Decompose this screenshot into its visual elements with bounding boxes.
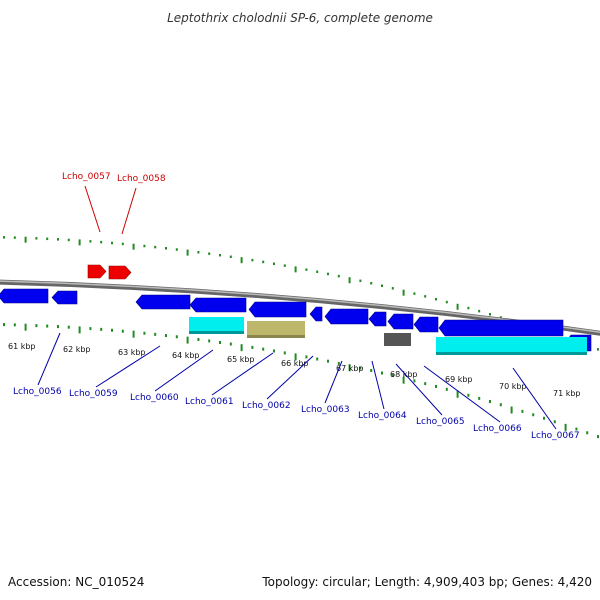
reverse-gene-arrow xyxy=(189,297,247,313)
scale-label: 71 kbp xyxy=(553,389,581,398)
callout-line xyxy=(37,332,61,386)
cyan-feature xyxy=(436,337,587,352)
gene-label: Lcho_0057 xyxy=(62,172,111,182)
gene-label: Lcho_0060 xyxy=(130,393,179,403)
gene-label: Lcho_0065 xyxy=(416,417,465,427)
gene-callouts: Lcho_0057 Lcho_0058 Lcho_0056 Lcho_0059 Lcho… xyxy=(13,172,580,441)
map-title: Leptothrix cholodnii SP-6, complete geno… xyxy=(167,11,433,25)
callout-line xyxy=(371,360,385,410)
callout-line xyxy=(84,185,101,233)
scale-label: 62 kbp xyxy=(63,345,91,354)
accession-text: Accession: NC_010524 xyxy=(8,575,144,589)
gene-label: Lcho_0056 xyxy=(13,387,62,397)
gene-label: Lcho_0066 xyxy=(473,424,522,434)
genome-summary-text: Topology: circular; Length: 4,909,403 bp… xyxy=(261,575,592,589)
scale-label: 63 kbp xyxy=(118,348,146,357)
gene-label: Lcho_0059 xyxy=(69,389,118,399)
reverse-gene-arrow xyxy=(135,294,191,310)
scale-label: 66 kbp xyxy=(281,359,309,368)
forward-gene-arrow xyxy=(108,265,132,280)
cyan-feature xyxy=(189,317,244,331)
callout-line xyxy=(324,360,343,404)
khaki-feature-shadow xyxy=(247,335,305,338)
scale-label-track: 61 kbp 62 kbp 63 kbp 64 kbp 65 kbp 66 kbp 67 k… xyxy=(8,342,581,398)
gene-label: Lcho_0058 xyxy=(117,174,166,184)
reverse-gene-arrow xyxy=(413,316,439,333)
scale-label: 64 kbp xyxy=(172,351,200,360)
reverse-gene-arrow xyxy=(368,311,387,327)
callout-line xyxy=(266,355,314,400)
gray-feature xyxy=(384,333,411,346)
feature-track xyxy=(0,264,592,355)
gene-label: Lcho_0067 xyxy=(531,431,580,441)
reverse-gene-arrow xyxy=(51,290,78,305)
callout-line xyxy=(395,363,443,416)
callout-line xyxy=(154,349,214,392)
inner-tick-track xyxy=(3,323,599,439)
reverse-gene-arrow xyxy=(309,306,323,322)
scale-label: 70 kbp xyxy=(499,382,527,391)
scale-label: 67 kbp xyxy=(336,364,364,373)
callout-line xyxy=(121,187,137,235)
callout-line xyxy=(95,345,161,388)
scale-label: 61 kbp xyxy=(8,342,36,351)
gene-label: Lcho_0063 xyxy=(301,405,350,415)
callout-line xyxy=(512,367,557,430)
reverse-gene-arrow xyxy=(324,308,369,325)
reverse-gene-arrow xyxy=(387,313,414,330)
scale-label: 68 kbp xyxy=(390,370,418,379)
gene-label: Lcho_0062 xyxy=(242,401,291,411)
cyan-feature-shadow xyxy=(436,352,587,355)
reverse-gene-arrow xyxy=(248,301,307,318)
scale-label: 69 kbp xyxy=(445,375,473,384)
reverse-gene-arrow xyxy=(438,319,564,337)
callout-line xyxy=(211,352,274,396)
gene-label: Lcho_0061 xyxy=(185,397,234,407)
scale-label: 65 kbp xyxy=(227,355,255,364)
reverse-gene-arrow xyxy=(0,288,49,304)
gene-label: Lcho_0064 xyxy=(358,411,407,421)
callout-line xyxy=(423,365,501,423)
cyan-feature-shadow xyxy=(189,331,244,334)
forward-gene-arrow xyxy=(87,264,107,279)
khaki-feature xyxy=(247,321,305,335)
